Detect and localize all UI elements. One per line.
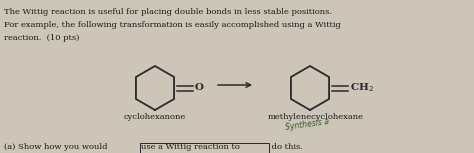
Text: The Wittig reaction is useful for placing double bonds in less stable positions.: The Wittig reaction is useful for placin… bbox=[4, 8, 332, 16]
Text: reaction.  (10 pts): reaction. (10 pts) bbox=[4, 34, 79, 42]
Text: methylenecyclohexane: methylenecyclohexane bbox=[268, 113, 364, 121]
Text: do this.: do this. bbox=[268, 143, 302, 151]
Text: Synthesis a: Synthesis a bbox=[285, 117, 330, 132]
Text: O: O bbox=[195, 84, 204, 93]
Text: (a) Show how you would: (a) Show how you would bbox=[4, 143, 110, 151]
Text: cyclohexanone: cyclohexanone bbox=[124, 113, 186, 121]
Text: CH$_2$: CH$_2$ bbox=[350, 82, 374, 94]
Text: use a Wittig reaction to: use a Wittig reaction to bbox=[141, 143, 240, 151]
Text: For example, the following transformation is easily accomplished using a Wittig: For example, the following transformatio… bbox=[4, 21, 341, 29]
